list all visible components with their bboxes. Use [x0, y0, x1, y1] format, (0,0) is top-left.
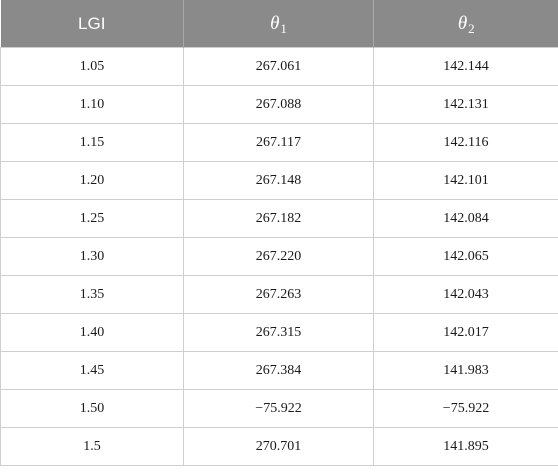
header-theta2-symbol: θ [457, 12, 468, 34]
header-theta1: θ1 [183, 0, 374, 48]
cell-lgi: 1.45 [0, 351, 184, 390]
cell-theta2: 141.895 [373, 427, 558, 466]
table-header: LGI θ1 θ2 [0, 0, 558, 48]
table-body: 1.05 267.061 142.144 1.10 267.088 142.13… [0, 47, 558, 466]
header-theta2-subscript: 2 [468, 20, 475, 36]
cell-theta1: 267.088 [183, 85, 374, 124]
cell-theta2: 142.084 [373, 199, 558, 238]
cell-theta1: 267.263 [183, 275, 374, 314]
cell-theta2: 141.983 [373, 351, 558, 390]
cell-theta1: 270.701 [183, 427, 374, 466]
header-row: LGI θ1 θ2 [0, 0, 558, 48]
cell-theta1: −75.922 [183, 389, 374, 428]
table-row: 1.30 267.220 142.065 [0, 237, 558, 276]
cell-theta2: 142.101 [373, 161, 558, 200]
cell-theta1: 267.315 [183, 313, 374, 352]
cell-theta2: 142.131 [373, 85, 558, 124]
header-theta1-symbol: θ [270, 12, 280, 34]
table-row: 1.20 267.148 142.101 [0, 161, 558, 200]
header-lgi-label: LGI [78, 13, 106, 33]
cell-theta1: 267.220 [183, 237, 374, 276]
table-row: 1.15 267.117 142.116 [0, 123, 558, 162]
cell-theta1: 267.384 [183, 351, 374, 390]
header-theta1-subscript: 1 [280, 20, 287, 36]
table-row: 1.50 −75.922 −75.922 [0, 389, 558, 428]
cell-lgi: 1.25 [0, 199, 184, 238]
cell-lgi: 1.30 [0, 237, 184, 276]
cell-theta2: 142.017 [373, 313, 558, 352]
table-row: 1.45 267.384 141.983 [0, 351, 558, 390]
cell-theta2: 142.065 [373, 237, 558, 276]
table-row: 1.35 267.263 142.043 [0, 275, 558, 314]
cell-theta2: −75.922 [373, 389, 558, 428]
cell-lgi: 1.15 [0, 123, 184, 162]
header-lgi: LGI [0, 0, 184, 48]
table-row: 1.10 267.088 142.131 [0, 85, 558, 124]
cell-theta2: 142.043 [373, 275, 558, 314]
cell-lgi: 1.05 [0, 47, 184, 86]
cell-lgi: 1.5 [0, 427, 184, 466]
cell-theta1: 267.182 [183, 199, 374, 238]
cell-lgi: 1.40 [0, 313, 184, 352]
cell-lgi: 1.50 [0, 389, 184, 428]
cell-theta2: 142.116 [373, 123, 558, 162]
header-theta2: θ2 [373, 0, 558, 48]
cell-lgi: 1.20 [0, 161, 184, 200]
header-theta1-label: θ1 [270, 12, 287, 36]
table-row: 1.40 267.315 142.017 [0, 313, 558, 352]
cell-theta1: 267.148 [183, 161, 374, 200]
table-row: 1.05 267.061 142.144 [0, 47, 558, 86]
cell-lgi: 1.35 [0, 275, 184, 314]
cell-theta1: 267.061 [183, 47, 374, 86]
table-row: 1.5 270.701 141.895 [0, 427, 558, 466]
header-theta2-label: θ2 [457, 12, 475, 36]
cell-theta2: 142.144 [373, 47, 558, 86]
cell-lgi: 1.10 [0, 85, 184, 124]
cell-theta1: 267.117 [183, 123, 374, 162]
table-row: 1.25 267.182 142.084 [0, 199, 558, 238]
